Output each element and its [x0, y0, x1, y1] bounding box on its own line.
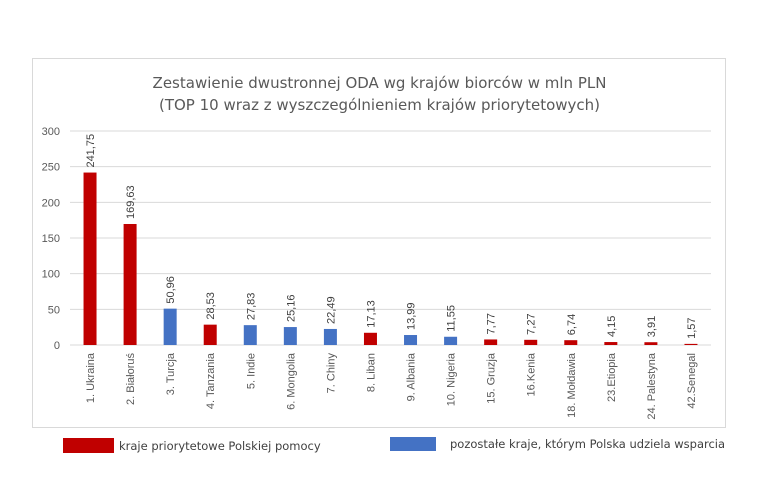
bar [684, 343, 698, 345]
y-tick-label: 150 [42, 233, 60, 245]
bar [203, 324, 217, 345]
x-tick-label: 4. Tanzania [205, 352, 217, 409]
legend-item-other: pozostałe kraje, którym Polska udziela w… [390, 437, 725, 451]
x-tick-label: 3. Turcja [165, 352, 177, 395]
bar [404, 335, 418, 345]
bar [564, 340, 578, 345]
x-tick-label: 7. Chiny [325, 353, 337, 394]
chart-subtitle: (TOP 10 wraz z wyszczególnieniem krajów … [158, 96, 601, 114]
value-label: 1,57 [686, 317, 698, 338]
x-tick-label: 18. Mołdawia [566, 352, 578, 418]
value-label: 6,74 [566, 314, 578, 335]
value-label: 27,83 [245, 293, 257, 321]
x-tick-label: 42.Senegal [686, 353, 698, 409]
legend-label-priority: kraje priorytetowe Polskiej pomocy [119, 438, 321, 453]
y-tick-label: 250 [42, 162, 60, 174]
y-tick-label: 50 [48, 304, 60, 316]
x-tick-label: 15. Gruzja [486, 352, 498, 404]
x-axis-tick-labels: 1. Ukraina 2. Białoruś 3. Turcja 4. Tanzani… [85, 352, 698, 420]
chart-title-block: Zestawienie dwustronnej ODA wg krajów bi… [0, 72, 759, 116]
value-label: 28,53 [205, 292, 217, 320]
x-tick-label: 1. Ukraina [85, 352, 97, 403]
bar [363, 332, 377, 345]
value-label: 7,27 [526, 313, 538, 334]
bar [283, 327, 297, 345]
x-tick-label: 10. Nigeria [446, 352, 458, 406]
x-tick-label: 16.Kenia [526, 352, 538, 396]
gridlines [70, 130, 711, 346]
bar [644, 342, 658, 345]
value-label: 11,55 [446, 305, 458, 332]
value-label: 50,96 [165, 276, 177, 304]
bar [83, 172, 97, 345]
y-tick-label: 200 [42, 197, 60, 209]
y-axis-tick-labels: 0 50 100 150 200 250 300 [42, 126, 60, 352]
x-tick-label: 24. Palestyna [646, 352, 658, 420]
legend-label-other: pozostałe kraje, którym Polska udziela w… [450, 437, 726, 451]
bar [604, 342, 618, 345]
bar [163, 308, 177, 345]
legend-swatch-priority [63, 438, 114, 453]
bar [243, 325, 257, 345]
x-tick-label: 2. Białoruś [125, 353, 137, 405]
x-tick-label: 23.Etiopia [606, 352, 618, 402]
value-label: 22,49 [325, 296, 337, 324]
value-label: 169,63 [125, 185, 137, 219]
x-tick-label: 5. Indie [245, 353, 257, 389]
value-label: 3,91 [646, 316, 658, 337]
bar [123, 223, 137, 345]
bar [323, 328, 337, 345]
legend-swatch-other [390, 437, 436, 451]
value-label: 7,77 [486, 313, 498, 334]
chart-title: Zestawienie dwustronnej ODA wg krajów bi… [152, 74, 607, 92]
bar [444, 336, 458, 345]
bar [484, 339, 498, 345]
y-tick-label: 0 [54, 340, 60, 352]
value-label: 25,16 [285, 295, 297, 323]
value-label: 13,99 [406, 302, 418, 330]
bars [83, 172, 698, 345]
value-labels: 241,75 169,63 50,96 28,53 27,83 25,16 22,49 17,… [85, 134, 698, 339]
y-tick-label: 300 [42, 126, 60, 138]
bar [524, 339, 538, 345]
value-label: 241,75 [85, 134, 97, 168]
x-tick-label: 9. Albania [406, 352, 418, 401]
value-label: 17,13 [365, 300, 377, 328]
chart-frame [32, 58, 726, 428]
x-tick-label: 6. Mongolia [285, 352, 297, 410]
x-tick-label: 8. Liban [365, 353, 377, 392]
value-label: 4,15 [606, 316, 618, 337]
legend-item-priority: kraje priorytetowe Polskiej pomocy [63, 438, 321, 453]
y-tick-label: 100 [42, 269, 60, 281]
